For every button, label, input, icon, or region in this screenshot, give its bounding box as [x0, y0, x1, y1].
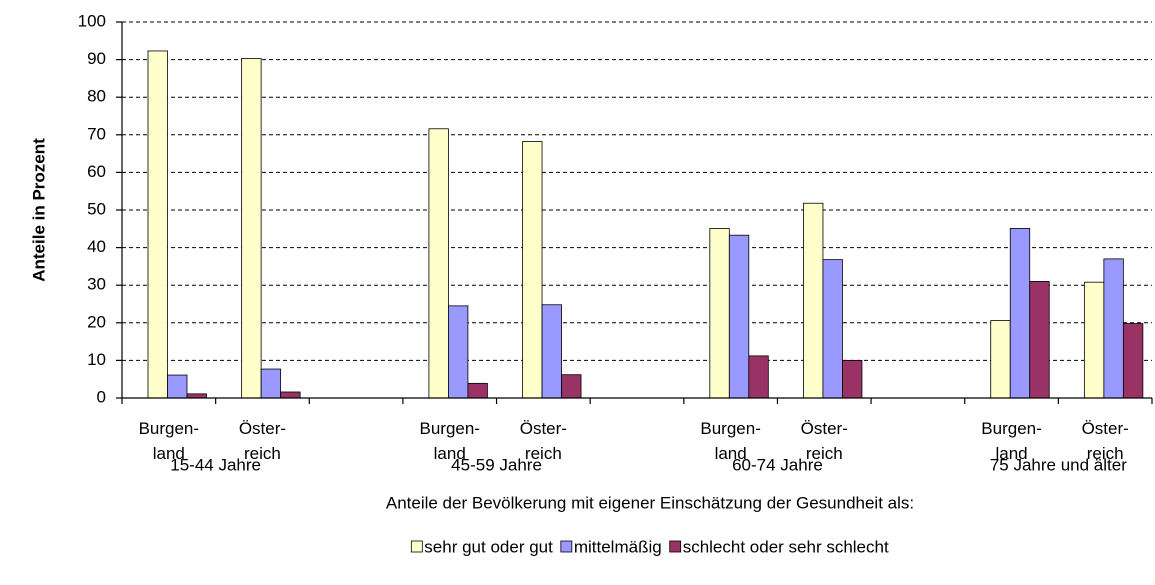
y-tick-label: 10 — [87, 350, 106, 369]
x-tick-label: Burgen-land — [139, 419, 199, 463]
bar — [842, 359, 863, 399]
bar — [822, 259, 843, 399]
x-tick-label: Öster-reich — [239, 419, 286, 463]
group-label: 45-59 Jahre — [451, 455, 542, 474]
bar — [1009, 228, 1031, 399]
bar — [1122, 323, 1144, 399]
y-tick-label: 90 — [87, 49, 106, 68]
bar — [241, 58, 262, 399]
x-tick-label: Öster-reich — [1082, 419, 1129, 463]
bar — [147, 50, 168, 399]
bar — [561, 374, 582, 399]
bar — [541, 304, 562, 399]
y-tick-label: 40 — [87, 237, 106, 256]
legend-label: sehr gut oder gut — [424, 537, 553, 556]
x-tick-label: Burgen-land — [419, 419, 479, 463]
bar — [728, 234, 750, 399]
group-label: 60-74 Jahre — [732, 455, 823, 474]
legend-swatch — [560, 540, 573, 553]
y-tick-label: 30 — [87, 275, 106, 294]
y-tick-label: 50 — [87, 199, 106, 218]
bar — [448, 305, 469, 399]
y-tick-label: 0 — [97, 387, 106, 406]
x-tick-label: Burgen-land — [700, 419, 760, 463]
legend-label: schlecht oder sehr schlecht — [683, 537, 889, 556]
bar — [167, 374, 188, 399]
bar — [803, 202, 824, 399]
group-label: 75 Jahre und älter — [990, 455, 1127, 474]
bar — [748, 355, 769, 399]
bar — [990, 320, 1011, 399]
y-tick-label: 60 — [87, 162, 106, 181]
legend-swatch — [410, 540, 423, 553]
legend: sehr gut oder gut mittelmäßig schlecht ode… — [410, 537, 889, 556]
bar — [260, 368, 282, 399]
bar — [1029, 281, 1050, 399]
bar — [428, 128, 449, 399]
y-tick-label: 80 — [87, 87, 106, 106]
legend-label: mittelmäßig — [574, 537, 662, 556]
y-tick-label: 70 — [87, 124, 106, 143]
bar — [522, 141, 543, 399]
x-tick-label: Burgen-land — [981, 419, 1041, 463]
y-tick-label: 20 — [87, 312, 106, 331]
bar — [1083, 281, 1105, 399]
bar — [186, 393, 207, 399]
y-axis-title: Anteile in Prozent — [29, 138, 48, 282]
x-axis-title: Anteile der Bevölkerung mit eigener Eins… — [386, 493, 914, 512]
legend-swatch — [669, 540, 682, 553]
bar — [467, 382, 488, 399]
y-tick-label: 100 — [78, 11, 106, 30]
x-tick-label: Öster-reich — [801, 419, 848, 463]
bar — [1103, 258, 1124, 399]
x-tick-label: Öster-reich — [520, 419, 567, 463]
bar — [709, 228, 730, 399]
bar — [280, 391, 301, 399]
group-label: 15-44 Jahre — [170, 455, 261, 474]
